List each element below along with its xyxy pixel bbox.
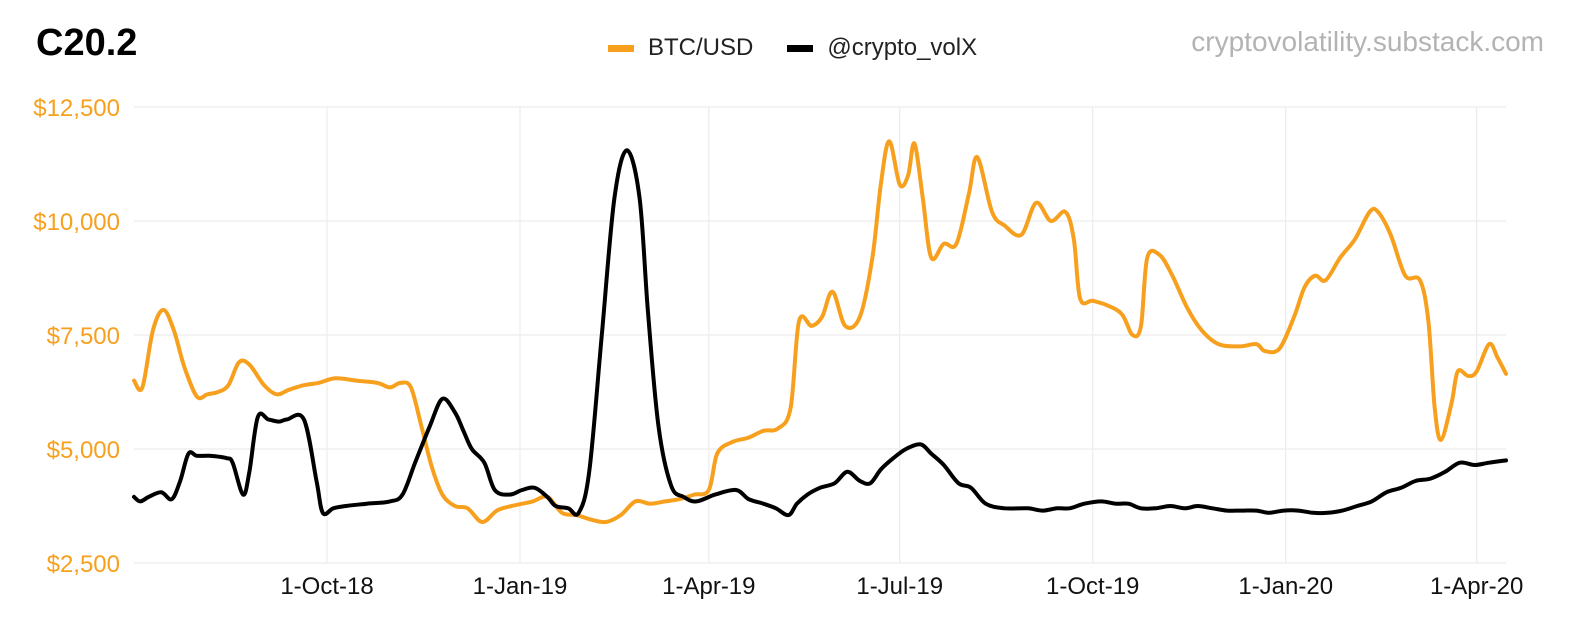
series-line-crypto-volx [132, 148, 1508, 518]
y-tick-label: $10,000 [33, 209, 120, 236]
legend-label-vol: @crypto_volX [827, 34, 978, 61]
legend-item-vol: @crypto_volX [787, 34, 977, 62]
y-tick-label: $7,500 [47, 323, 120, 350]
x-tick-label: 1-Apr-19 [662, 573, 755, 600]
x-tick-label: 1-Oct-19 [1046, 573, 1139, 600]
legend-item-btc: BTC/USD [608, 34, 753, 62]
source-label: cryptovolatility.substack.com [1191, 26, 1544, 57]
x-tick-label: 1-Jan-20 [1238, 573, 1333, 600]
x-tick-label: 1-Jul-19 [856, 573, 943, 600]
x-tick-label: 1-Oct-18 [280, 573, 373, 600]
y-tick-label: $5,000 [47, 437, 120, 464]
series-line-btc-usd [132, 139, 1508, 525]
y-tick-label: $2,500 [47, 551, 120, 578]
legend-label-btc: BTC/USD [648, 34, 754, 61]
legend: BTC/USD @crypto_volX [608, 34, 1011, 62]
legend-swatch-btc [608, 44, 634, 52]
chart-title: C20.2 [36, 22, 138, 64]
y-tick-label: $12,500 [33, 95, 120, 122]
x-tick-label: 1-Apr-20 [1430, 573, 1523, 600]
legend-swatch-vol [787, 44, 814, 52]
x-tick-label: 1-Jan-19 [473, 573, 568, 600]
